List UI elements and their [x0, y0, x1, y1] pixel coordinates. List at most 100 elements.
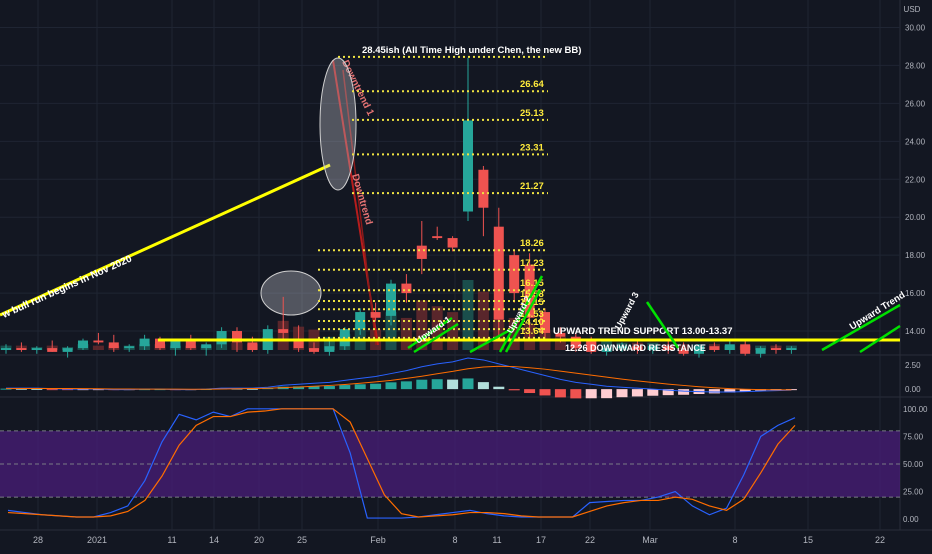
- candle-body: [293, 340, 304, 349]
- candle-body: [601, 348, 612, 352]
- candle-body: [647, 346, 658, 350]
- macd-histogram-bar: [462, 378, 474, 390]
- x-tick-label: 8: [452, 535, 457, 545]
- x-tick-label: 11: [492, 535, 501, 545]
- candle-body: [509, 255, 520, 294]
- macd-histogram-bar: [339, 385, 351, 390]
- candle-body: [632, 346, 643, 350]
- resistance-label: 12.26 DOWNWARD RESISTANCE: [565, 343, 706, 353]
- level-label: 26.64: [520, 79, 544, 90]
- upward-trendline: [821, 303, 901, 352]
- macd-histogram-bar: [15, 388, 27, 390]
- level-label: 17.23: [520, 258, 544, 269]
- candle-body: [586, 340, 597, 352]
- macd-histogram-bar: [0, 388, 12, 390]
- volume-bar: [462, 280, 474, 350]
- stoch-y-tick-label: 100.00: [903, 405, 928, 414]
- x-tick-label: Mar: [642, 535, 658, 545]
- level-label: 28.45ish (All Time High under Chen, the …: [362, 45, 581, 56]
- y-tick-label: 24.00: [905, 137, 926, 146]
- candle-body: [663, 346, 674, 350]
- level-label: 14.10: [520, 317, 544, 328]
- x-tick-label: 28: [33, 535, 43, 545]
- macd-y-tick-label: 2.50: [905, 361, 921, 370]
- x-tick-label: 14: [209, 535, 219, 545]
- candle-body: [694, 346, 704, 354]
- macd-histogram-bar: [46, 389, 58, 391]
- macd-y-tick-label: 0.00: [905, 385, 921, 394]
- candle-body: [786, 348, 797, 350]
- upward-trendline: [504, 289, 542, 353]
- macd-histogram-bar: [554, 389, 566, 398]
- macd-histogram-bar: [539, 389, 551, 396]
- level-label: 23.31: [520, 142, 544, 153]
- candle-body: [709, 346, 720, 350]
- macd-histogram-bar: [601, 389, 613, 399]
- candle-body: [370, 312, 381, 318]
- ath-highlight-ellipse: [319, 57, 357, 191]
- currency-label: USD: [904, 5, 921, 14]
- candle-body: [31, 348, 42, 350]
- level-label: 25.13: [520, 108, 544, 119]
- macd-histogram-bar: [508, 389, 520, 391]
- macd-histogram-bar: [400, 381, 412, 390]
- macd-histogram-bar: [385, 382, 397, 390]
- x-tick-label: 22: [585, 535, 595, 545]
- macd-histogram-bar: [477, 382, 489, 390]
- candle-body: [755, 348, 766, 354]
- candle-body: [78, 340, 88, 349]
- candle-body: [771, 348, 781, 350]
- macd-histogram-bar: [447, 379, 459, 390]
- y-tick-label: 18.00: [905, 251, 926, 260]
- bull-run-trendline: [0, 163, 331, 317]
- volume-bar: [601, 341, 613, 350]
- x-tick-label: 15: [803, 535, 813, 545]
- volume-bar: [416, 300, 428, 350]
- candle-body: [724, 344, 735, 350]
- y-tick-label: 16.00: [905, 289, 926, 298]
- macd-histogram-bar: [308, 386, 320, 390]
- candle-body: [124, 346, 135, 349]
- candle-body: [386, 283, 396, 316]
- candle-body: [678, 350, 689, 354]
- macd-histogram-bar: [246, 388, 258, 390]
- candle-body: [740, 344, 751, 354]
- breakout-highlight-ellipse: [260, 270, 322, 316]
- candle-body: [185, 340, 196, 349]
- volume-bar: [554, 336, 566, 350]
- macd-histogram-bar: [616, 389, 628, 398]
- x-tick-label: Feb: [370, 535, 386, 545]
- candle-body: [201, 344, 212, 349]
- stoch-y-tick-label: 0.00: [903, 515, 919, 524]
- macd-histogram-bar: [323, 386, 335, 390]
- candle-body: [555, 332, 566, 337]
- level-label: 16.15: [520, 278, 544, 289]
- x-tick-label: 20: [254, 535, 264, 545]
- macd-histogram-bar: [585, 389, 597, 399]
- x-tick-label: 17: [536, 535, 546, 545]
- upward-trendline: [407, 316, 453, 350]
- volume-bar: [92, 345, 104, 350]
- candle-body: [16, 348, 27, 350]
- macd-histogram-bar: [524, 389, 536, 394]
- level-label: 14.53: [520, 309, 544, 320]
- candle-body: [416, 245, 427, 259]
- upward-trendline: [469, 328, 511, 354]
- candle-body: [401, 283, 412, 294]
- candle-body: [1, 348, 11, 350]
- candle-body: [478, 169, 489, 208]
- candle-body: [493, 226, 504, 320]
- x-tick-label: 8: [732, 535, 737, 545]
- macd-histogram-bar: [31, 388, 43, 390]
- x-tick-label: 22: [875, 535, 885, 545]
- candle-body: [432, 236, 443, 239]
- x-tick-label: 11: [167, 535, 176, 545]
- candle-body: [447, 238, 458, 248]
- x-tick-label: 2021: [87, 535, 107, 545]
- macd-histogram-bar: [631, 389, 643, 397]
- candle-body: [247, 342, 258, 350]
- candle-body: [170, 340, 181, 349]
- candle-body: [232, 331, 242, 343]
- y-tick-label: 26.00: [905, 99, 926, 108]
